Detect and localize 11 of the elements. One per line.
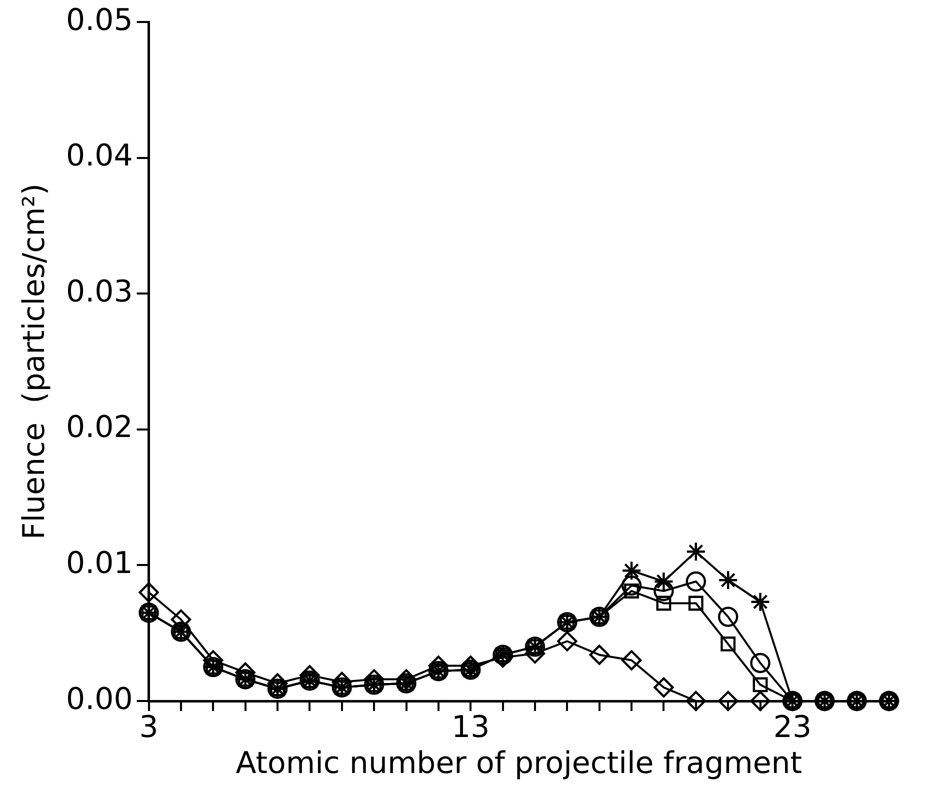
y-axis-title: Fluence (particles/cm²): [16, 183, 52, 540]
y-tick-label: 0.00: [66, 682, 133, 717]
x-axis-title: Atomic number of projectile fragment: [236, 746, 802, 781]
x-tick-label: 23: [773, 710, 812, 745]
y-tick-label: 0.02: [66, 410, 133, 446]
y-tick-label: 0.05: [66, 2, 133, 38]
y-tick-label: 0.03: [66, 274, 133, 310]
y-tick-label: 0.01: [66, 546, 133, 581]
y-tick-label: 0.04: [66, 138, 133, 174]
x-tick-label: 13: [452, 710, 490, 745]
x-tick-label: 3: [139, 710, 158, 745]
